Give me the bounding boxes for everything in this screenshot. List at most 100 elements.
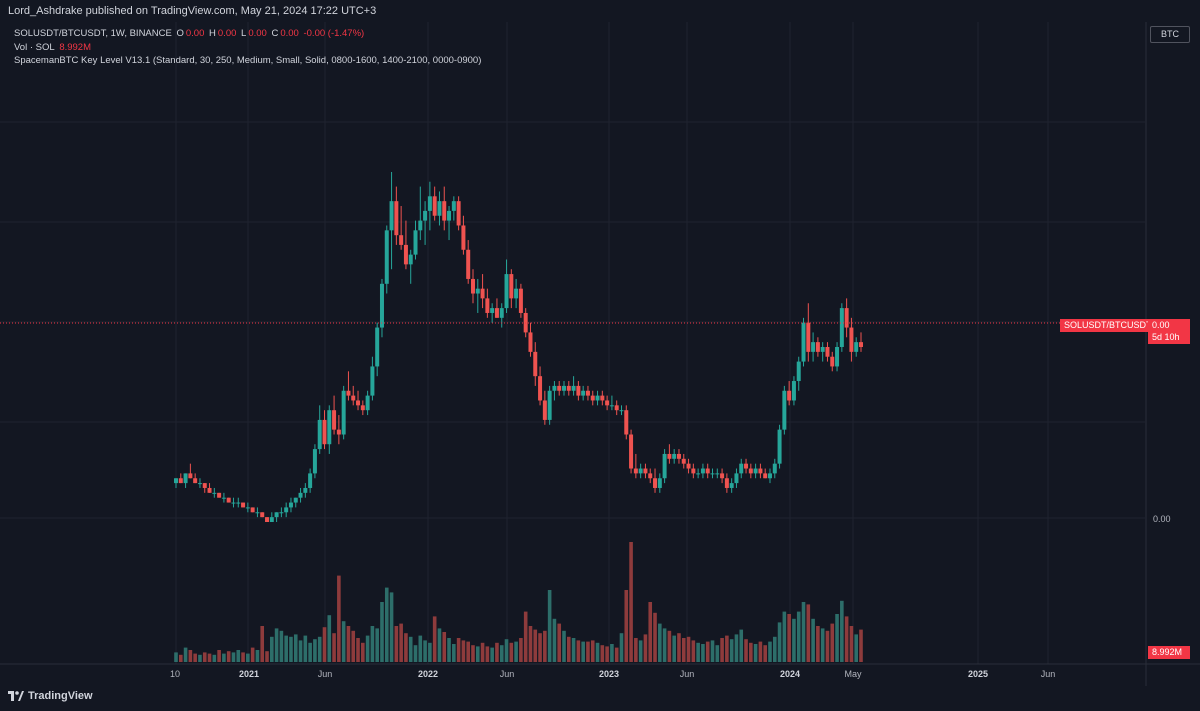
volume-bar xyxy=(198,654,202,662)
symbol-info[interactable]: SOLUSDT/BTCUSDT, 1W, BINANCE xyxy=(14,28,172,39)
candle-body xyxy=(538,376,543,401)
candle-body xyxy=(849,327,854,352)
candle-body xyxy=(188,473,193,479)
volume-bar xyxy=(313,639,317,662)
volume-bar xyxy=(490,647,494,662)
price-chart[interactable] xyxy=(0,22,1200,686)
candle-body xyxy=(212,492,217,494)
volume-bar xyxy=(370,626,375,662)
volume-bar xyxy=(562,630,566,662)
volume-bar xyxy=(509,642,514,662)
indicator-legend[interactable]: SpacemanBTC Key Level V13.1 (Standard, 3… xyxy=(14,55,482,66)
volume-bar xyxy=(523,611,528,662)
candle-body xyxy=(691,468,696,474)
candle-body xyxy=(777,429,782,464)
candle-body xyxy=(595,395,600,401)
volume-bar xyxy=(715,645,720,662)
candle-body xyxy=(322,419,327,445)
candle-body xyxy=(413,230,418,255)
volume-bar xyxy=(552,618,557,662)
volume-bar xyxy=(260,626,265,662)
volume-bar xyxy=(236,650,241,662)
volume-bar xyxy=(461,640,466,662)
bar-countdown-label: 5d 10h xyxy=(1148,331,1190,344)
candle-body xyxy=(614,405,619,411)
volume-bar xyxy=(691,640,696,662)
candle-body xyxy=(317,419,322,450)
candle-body xyxy=(499,308,504,318)
candle-body xyxy=(796,361,801,382)
candle-body xyxy=(485,298,490,313)
candle-body xyxy=(609,405,614,407)
volume-bar xyxy=(686,636,691,662)
symbol-price-tag: SOLUSDT/BTCUSDT xyxy=(1060,319,1156,332)
tradingview-wordmark: TradingView xyxy=(28,690,93,702)
candle-body xyxy=(681,458,686,464)
volume-bar xyxy=(840,600,844,662)
candle-body xyxy=(236,502,241,504)
candle-body xyxy=(791,381,796,401)
volume-bar xyxy=(571,638,576,662)
volume-bar xyxy=(710,640,715,662)
candle-body xyxy=(466,249,471,279)
time-axis-tick-label: Jun xyxy=(499,669,515,679)
candle-body xyxy=(509,274,514,299)
candle-body xyxy=(772,463,777,474)
volume-bar xyxy=(202,652,207,662)
volume-bar xyxy=(399,623,403,662)
candle-body xyxy=(231,502,236,504)
volume-legend[interactable]: Vol · SOL 8.992M xyxy=(14,42,93,53)
candle-body xyxy=(600,395,605,401)
price-scale-currency-badge[interactable]: BTC xyxy=(1150,26,1190,43)
candle-body xyxy=(298,492,303,498)
volume-label: Vol · SOL xyxy=(14,42,55,53)
candle-body xyxy=(504,274,509,309)
tradingview-logo-icon xyxy=(8,691,24,701)
volume-bar xyxy=(792,618,796,662)
candle-body xyxy=(207,487,212,493)
volume-bar xyxy=(796,611,801,662)
candle-body xyxy=(284,507,289,513)
candle-body xyxy=(758,468,763,474)
candle-body xyxy=(265,517,270,522)
candle-body xyxy=(533,351,538,377)
volume-bar xyxy=(475,646,480,662)
volume-bar xyxy=(332,633,336,662)
candle-body xyxy=(260,512,265,518)
candle-body xyxy=(308,473,313,488)
candle-body xyxy=(624,410,629,435)
volume-bar xyxy=(816,626,820,662)
volume-bar xyxy=(662,628,667,662)
volume-bar xyxy=(471,645,475,662)
volume-bar xyxy=(423,640,427,662)
candle-body xyxy=(700,468,705,474)
volume-bar xyxy=(250,647,255,662)
volume-bar xyxy=(634,638,638,662)
candle-body xyxy=(442,201,447,221)
volume-bar xyxy=(480,642,485,662)
candle-body xyxy=(221,497,226,499)
candle-body xyxy=(815,342,820,352)
volume-bar xyxy=(758,641,763,662)
candle-body xyxy=(241,502,246,508)
volume-bar xyxy=(581,641,585,662)
volume-bar xyxy=(667,630,672,662)
candle-body xyxy=(423,210,428,221)
volume-bar xyxy=(466,641,471,662)
tradingview-logo[interactable]: TradingView xyxy=(8,690,93,702)
volume-bar xyxy=(514,641,518,662)
volume-bar xyxy=(854,634,859,662)
candle-body xyxy=(356,400,361,406)
volume-bar xyxy=(777,622,782,662)
candle-body xyxy=(854,342,859,352)
volume-bar xyxy=(638,640,643,662)
candle-body xyxy=(365,395,370,411)
volume-bar xyxy=(270,636,274,662)
candle-body xyxy=(193,478,198,484)
close-value: 0.00 xyxy=(280,28,299,39)
candle-body xyxy=(456,201,461,226)
volume-bar xyxy=(830,623,835,662)
candle-body xyxy=(653,478,658,488)
symbol-legend: SOLUSDT/BTCUSDT, 1W, BINANCE O 0.00 H 0.00… xyxy=(14,28,365,39)
candle-body xyxy=(676,453,681,459)
